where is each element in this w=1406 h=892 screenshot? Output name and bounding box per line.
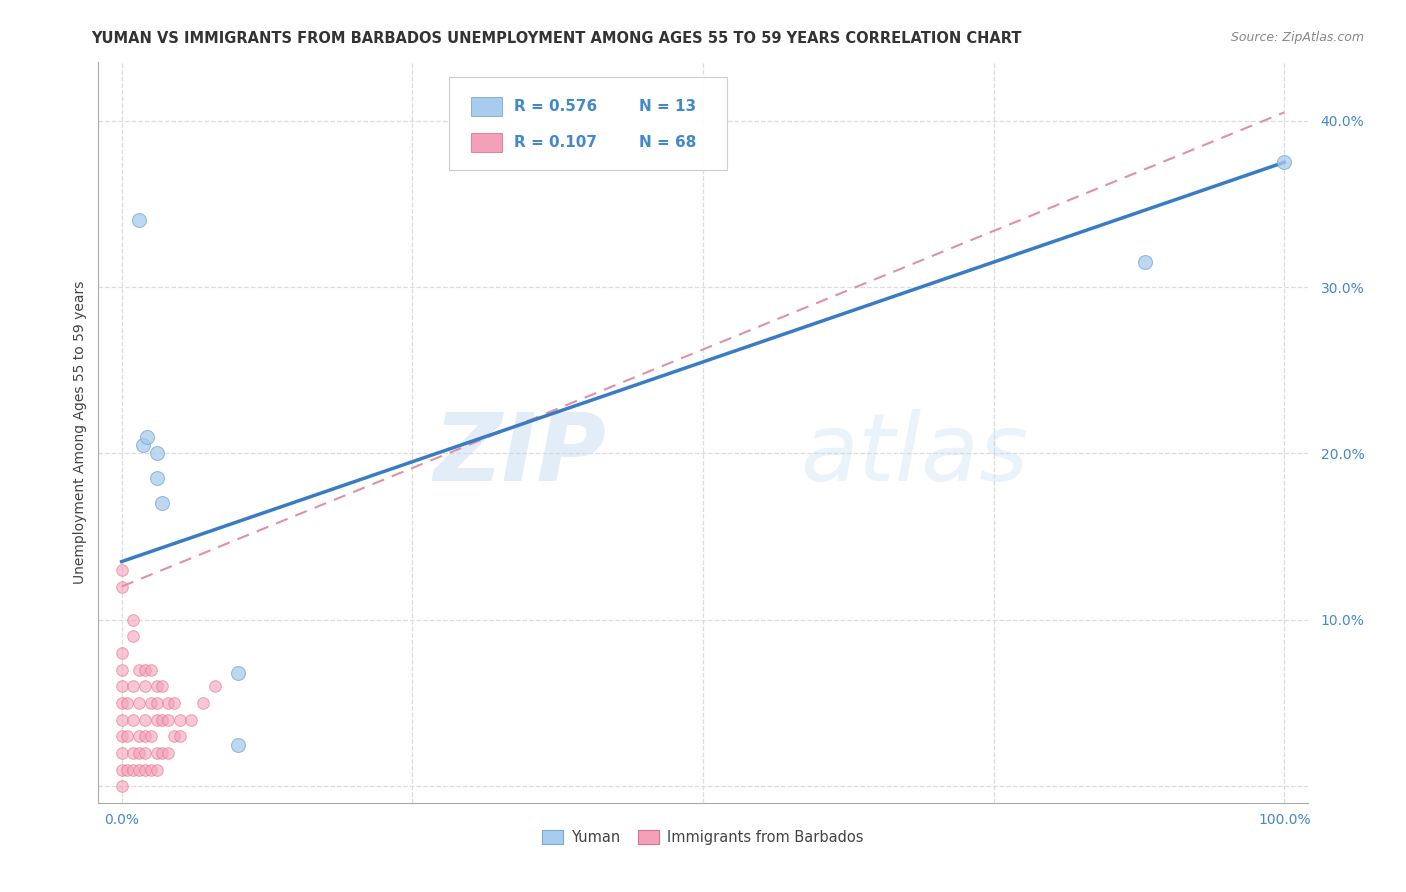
- Legend: Yuman, Immigrants from Barbados: Yuman, Immigrants from Barbados: [536, 824, 870, 851]
- FancyBboxPatch shape: [449, 78, 727, 169]
- Point: [111, 763, 134, 777]
- FancyBboxPatch shape: [471, 133, 502, 152]
- FancyBboxPatch shape: [471, 97, 502, 116]
- Point: [157, 696, 180, 710]
- Point: [145, 679, 167, 693]
- Point: [122, 679, 145, 693]
- Point: [111, 779, 134, 793]
- Point: [139, 763, 162, 777]
- Point: [134, 763, 156, 777]
- Point: [134, 679, 156, 693]
- Point: [139, 663, 162, 677]
- Point: [163, 729, 186, 743]
- Point: [134, 663, 156, 677]
- Text: R = 0.576: R = 0.576: [515, 99, 598, 114]
- Point: [139, 729, 162, 743]
- Point: [169, 729, 191, 743]
- Point: [111, 663, 134, 677]
- Point: [191, 696, 214, 710]
- Point: [117, 729, 139, 743]
- Point: [145, 696, 167, 710]
- Point: [111, 729, 134, 743]
- Text: Source: ZipAtlas.com: Source: ZipAtlas.com: [1230, 31, 1364, 45]
- Point: [226, 666, 249, 681]
- Point: [134, 713, 156, 727]
- Point: [117, 763, 139, 777]
- Text: ZIP: ZIP: [433, 409, 606, 500]
- Text: YUMAN VS IMMIGRANTS FROM BARBADOS UNEMPLOYMENT AMONG AGES 55 TO 59 YEARS CORRELA: YUMAN VS IMMIGRANTS FROM BARBADOS UNEMPL…: [91, 31, 1022, 46]
- Point: [150, 496, 173, 510]
- Point: [122, 746, 145, 760]
- Point: [163, 696, 186, 710]
- Point: [128, 663, 150, 677]
- Point: [169, 713, 191, 727]
- Point: [134, 746, 156, 760]
- Text: atlas: atlas: [800, 409, 1028, 500]
- Point: [145, 471, 167, 485]
- Point: [122, 613, 145, 627]
- Point: [150, 713, 173, 727]
- Point: [150, 679, 173, 693]
- Point: [131, 438, 153, 452]
- Text: R = 0.107: R = 0.107: [515, 135, 598, 150]
- Point: [128, 746, 150, 760]
- Point: [111, 746, 134, 760]
- Point: [111, 580, 134, 594]
- Point: [1133, 255, 1156, 269]
- Point: [117, 696, 139, 710]
- Point: [111, 563, 134, 577]
- Point: [128, 763, 150, 777]
- Point: [128, 729, 150, 743]
- Point: [122, 763, 145, 777]
- Point: [157, 746, 180, 760]
- Point: [134, 729, 156, 743]
- Text: N = 68: N = 68: [638, 135, 696, 150]
- Point: [150, 746, 173, 760]
- Point: [128, 696, 150, 710]
- Point: [122, 629, 145, 643]
- Point: [157, 713, 180, 727]
- Point: [145, 446, 167, 460]
- Point: [128, 213, 150, 227]
- Point: [122, 713, 145, 727]
- Point: [111, 646, 134, 660]
- Point: [180, 713, 202, 727]
- Point: [204, 679, 226, 693]
- Point: [1272, 155, 1295, 169]
- Point: [111, 679, 134, 693]
- Point: [136, 430, 159, 444]
- Point: [111, 696, 134, 710]
- Text: N = 13: N = 13: [638, 99, 696, 114]
- Point: [145, 713, 167, 727]
- Point: [145, 763, 167, 777]
- Y-axis label: Unemployment Among Ages 55 to 59 years: Unemployment Among Ages 55 to 59 years: [73, 281, 87, 584]
- Point: [139, 696, 162, 710]
- Point: [145, 746, 167, 760]
- Point: [111, 713, 134, 727]
- Point: [226, 738, 249, 752]
